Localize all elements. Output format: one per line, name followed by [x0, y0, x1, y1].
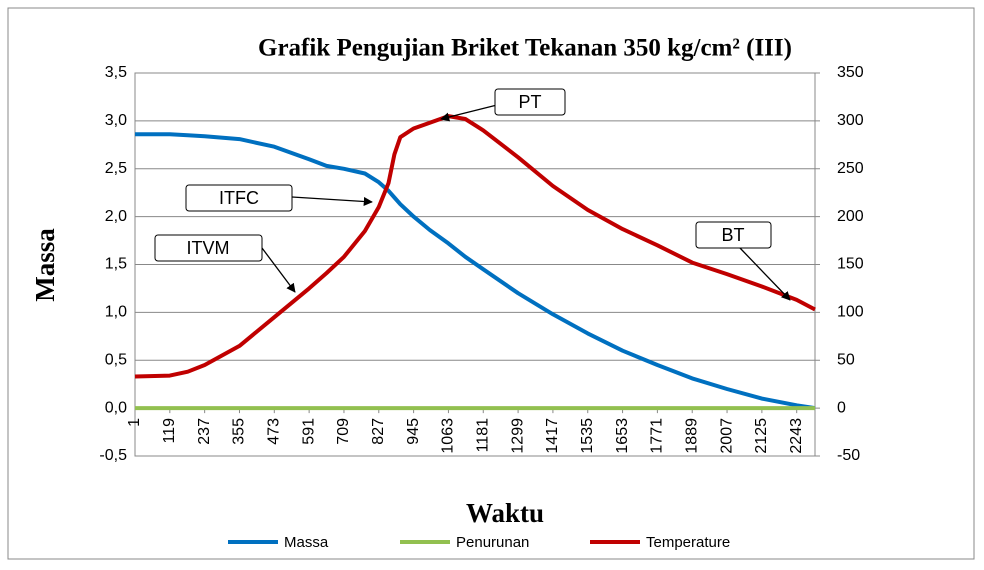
arrow	[291, 196, 373, 207]
x-tick-label: 2125	[753, 418, 770, 454]
x-tick-label: 1535	[579, 418, 596, 454]
x-tick-label: 1653	[614, 418, 631, 454]
x-tick-label: 1889	[683, 418, 700, 454]
x-tick-label: 1063	[440, 418, 457, 454]
x-tick-label: 945	[405, 418, 422, 445]
series-line	[135, 132, 816, 411]
legend-label: Massa	[284, 534, 329, 551]
y2-tick-label: 350	[837, 64, 864, 81]
annotation-box	[185, 184, 293, 212]
arrow	[261, 247, 296, 293]
annotation-box	[695, 221, 772, 249]
y2-tick-label: 300	[837, 112, 864, 129]
y-tick-label: -0,5	[99, 447, 127, 464]
y2-tick-label: 200	[837, 208, 864, 225]
x-tick-label: 2007	[718, 418, 735, 454]
x-tick-label: 1299	[509, 418, 526, 454]
y-tick-label: 2,5	[105, 160, 127, 177]
x-tick-label: 1	[126, 418, 143, 427]
y2-tick-label: 50	[837, 351, 855, 368]
y-tick-label: 1,5	[105, 256, 127, 273]
y-tick-label: 3,5	[105, 64, 127, 81]
legend-label: Temperature	[646, 534, 730, 551]
x-tick-label: 355	[231, 418, 248, 445]
y2-tick-label: -50	[837, 447, 860, 464]
y-tick-label: 0,0	[105, 399, 127, 416]
y-tick-label: 1,0	[105, 304, 127, 321]
chart-border	[7, 7, 975, 560]
y-tick-label: 0,5	[105, 351, 127, 368]
annotation: ITFC	[219, 188, 259, 208]
y2-tick-label: 150	[837, 256, 864, 273]
annotation: BT	[721, 225, 744, 245]
annotation: PT	[518, 92, 541, 112]
x-tick-label: 473	[266, 418, 283, 445]
annotation-box	[154, 234, 263, 262]
x-tick-label: 237	[196, 418, 213, 445]
y2-tick-label: 250	[837, 160, 864, 177]
annotation: ITVM	[187, 238, 230, 258]
x-tick-label: 709	[335, 418, 352, 445]
x-tick-label: 119	[161, 418, 178, 444]
series-line	[134, 114, 816, 379]
chart-title: Grafik Pengujian Briket Tekanan 350 kg/c…	[258, 35, 792, 62]
y2-tick-label: 100	[837, 304, 864, 321]
x-tick-label: 591	[300, 418, 317, 445]
y-axis-title: Massa	[30, 228, 60, 302]
x-tick-label: 827	[370, 418, 387, 445]
x-tick-label: 1181	[474, 418, 491, 453]
legend-label: Penurunan	[456, 534, 529, 551]
arrow	[440, 104, 498, 122]
arrow	[739, 247, 791, 301]
x-tick-label: 2243	[788, 418, 805, 454]
y2-tick-label: 0	[837, 399, 846, 416]
y-tick-label: 2,0	[105, 208, 127, 225]
x-axis-title: Waktu	[466, 498, 544, 528]
annotation-box	[494, 88, 566, 116]
x-tick-label: 1417	[544, 418, 561, 454]
x-tick-label: 1771	[649, 418, 666, 454]
y-tick-label: 3,0	[105, 112, 127, 129]
